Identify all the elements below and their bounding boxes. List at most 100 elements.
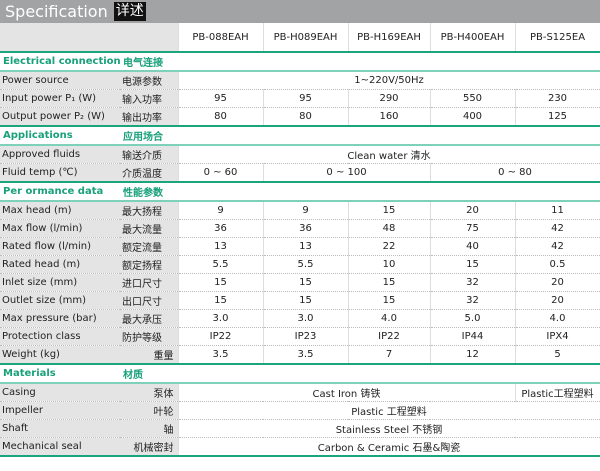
table-row: Impeller 叶轮 Plastic 工程塑料 — [0, 401, 600, 420]
model-header-row: PB-088EAH PB-H089EAH PB-H169EAH PB-H400EAH P… — [0, 23, 600, 53]
cell: 9 — [263, 201, 349, 220]
cell: IP22 — [178, 327, 264, 346]
section-electrical: Electrical connection 电气连接 — [0, 51, 600, 72]
cell: IP22 — [348, 327, 431, 346]
row-label-cn: 最大流量 — [120, 219, 179, 238]
cell: 7 — [348, 345, 431, 365]
table-row: Max pressure (bar) 最大承压 3.0 3.0 4.0 5.0 4.0 — [0, 309, 600, 328]
title-cn: 详述 — [113, 2, 146, 21]
section-materials: Materials 材质 — [0, 363, 600, 384]
cell: 36 — [178, 219, 264, 238]
row-label-cn: 重量 — [120, 345, 179, 365]
section-title-en: Materials — [0, 363, 120, 384]
row-label-cn: 叶轮 — [120, 401, 179, 420]
cell: 20 — [430, 201, 516, 220]
section-title-en: Per ormance data — [0, 181, 120, 202]
table-row: Rated head (m) 额定扬程 5.5 5.5 10 15 0.5 — [0, 255, 600, 274]
cell: 12 — [430, 345, 516, 365]
row-label-cn: 最大扬程 — [120, 201, 179, 220]
section-title-en: Applications — [0, 125, 120, 146]
cell: 75 — [430, 219, 516, 238]
table-row: Casing 泵体 Cast Iron 铸铁 Plastic工程塑料 — [0, 383, 600, 402]
row-label-cn: 进口尺寸 — [120, 273, 179, 292]
cell: Clean water 清水 — [178, 145, 600, 164]
cell: 0 ~ 80 — [430, 163, 600, 183]
cell: 36 — [263, 219, 349, 238]
row-label-cn: 额定扬程 — [120, 255, 179, 274]
table-row: Shaft 轴 Stainless Steel 不锈钢 — [0, 419, 600, 438]
cell: 15 — [348, 273, 431, 292]
model-header: PB-088EAH — [178, 23, 264, 53]
cell: 32 — [430, 291, 516, 310]
row-label-en: Impeller — [0, 401, 120, 420]
section-title-cn: 电气连接 — [120, 51, 178, 72]
row-label-cn: 防护等级 — [120, 327, 179, 346]
cell: 230 — [515, 89, 600, 108]
cell: 80 — [178, 107, 264, 127]
cell: 40 — [430, 237, 516, 256]
row-label-en: Weight (kg) — [0, 345, 120, 365]
table-row: Fluid temp (℃) 介质温度 0 ~ 60 0 ~ 100 0 ~ 80 — [0, 163, 600, 183]
cell: 4.0 — [348, 309, 431, 328]
cell: Cast Iron 铸铁 — [178, 383, 516, 402]
cell: Carbon & Ceramic 石墨&陶瓷 — [178, 437, 600, 457]
model-header: PB-H089EAH — [263, 23, 349, 53]
table-row: Mechanical seal 机械密封 Carbon & Ceramic 石墨&陶… — [0, 437, 600, 457]
cell: 15 — [348, 201, 431, 220]
cell: IP23 — [263, 327, 349, 346]
cell: 20 — [515, 273, 600, 292]
cell: 13 — [263, 237, 349, 256]
cell: 4.0 — [515, 309, 600, 328]
cell: Plastic工程塑料 — [515, 383, 600, 402]
row-label-en: Output power P₂ (W) — [0, 107, 120, 127]
table-row: Max head (m) 最大扬程 9 9 15 20 11 — [0, 201, 600, 220]
cell: 11 — [515, 201, 600, 220]
section-title-cn: 性能参数 — [120, 181, 178, 202]
row-label-en: Fluid temp (℃) — [0, 163, 120, 183]
row-label-en: Max pressure (bar) — [0, 309, 120, 328]
row-label-en: Max flow (l/min) — [0, 219, 120, 238]
cell: 0.5 — [515, 255, 600, 274]
cell: 290 — [348, 89, 431, 108]
cell: 5.5 — [263, 255, 349, 274]
row-label-en: Approved fluids — [0, 145, 120, 164]
row-label-en: Casing — [0, 383, 120, 402]
cell: 3.5 — [263, 345, 349, 365]
row-label-en: Rated flow (l/min) — [0, 237, 120, 256]
cell: 0 ~ 60 — [178, 163, 264, 183]
cell: 15 — [178, 291, 264, 310]
row-label-cn: 最大承压 — [120, 309, 179, 328]
model-header: PB-H169EAH — [348, 23, 431, 53]
cell: 15 — [430, 255, 516, 274]
table-row: Power source 电源参数 1~220V/50Hz — [0, 71, 600, 90]
cell: 160 — [348, 107, 431, 127]
row-label-en: Rated head (m) — [0, 255, 120, 274]
section-applications: Applications 应用场合 — [0, 125, 600, 146]
section-title-cn: 应用场合 — [120, 125, 178, 146]
cell: 5.5 — [178, 255, 264, 274]
cell: 3.0 — [178, 309, 264, 328]
row-label-cn: 输出功率 — [120, 107, 179, 127]
cell: 550 — [430, 89, 516, 108]
cell: 15 — [348, 291, 431, 310]
spec-table: PB-088EAH PB-H089EAH PB-H169EAH PB-H400EAH P… — [0, 23, 600, 457]
page-title: Specification 详述 — [0, 0, 600, 23]
cell: 22 — [348, 237, 431, 256]
row-label-cn: 机械密封 — [120, 437, 179, 457]
row-label-cn: 额定流量 — [120, 237, 179, 256]
row-label-en: Inlet size (mm) — [0, 273, 120, 292]
row-label-en: Outlet size (mm) — [0, 291, 120, 310]
section-title-cn: 材质 — [120, 363, 178, 384]
row-label-en: Protection class — [0, 327, 120, 346]
cell: 42 — [515, 219, 600, 238]
row-label-cn: 出口尺寸 — [120, 291, 179, 310]
section-title-en: Electrical connection — [0, 51, 120, 72]
cell: 0 ~ 100 — [263, 163, 431, 183]
cell: 15 — [178, 273, 264, 292]
row-label-cn: 输送介质 — [120, 145, 179, 164]
cell: 125 — [515, 107, 600, 127]
row-label-en: Input power P₁ (W) — [0, 89, 120, 108]
cell: 5.0 — [430, 309, 516, 328]
row-label-cn: 轴 — [120, 419, 179, 438]
cell: 400 — [430, 107, 516, 127]
